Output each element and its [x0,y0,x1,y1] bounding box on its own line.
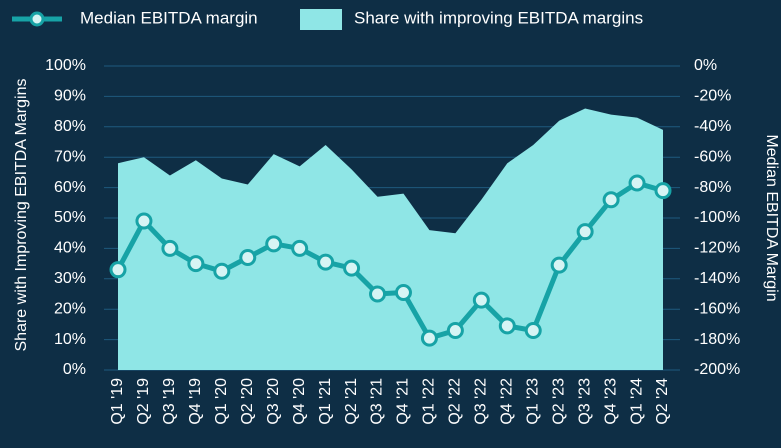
y2-tick-label: 0% [694,57,717,74]
x-tick-label: Q4 '22 [499,378,516,425]
legend-area-icon [300,9,342,30]
x-tick-label: Q2 '19 [135,378,152,425]
line-point [394,283,412,301]
x-tick-label: Q3 '19 [161,378,178,425]
y-tick-label: 80% [54,118,86,135]
y2-tick-label: -200% [694,361,740,378]
area [118,108,663,370]
line [115,180,664,341]
y2-tick-label: -20% [694,88,731,105]
line-point [420,329,438,347]
x-tick-label: Q2 '23 [550,378,567,425]
line-point [628,174,646,192]
x-tick-label: Q3 '21 [369,378,386,425]
line-point [213,262,231,280]
y-tick-label: 10% [54,331,86,348]
y2-tick-label: -180% [694,331,740,348]
y-tick-label: 60% [54,179,86,196]
y2-tick-label: -160% [694,300,740,317]
y-tick-label: 100% [45,57,86,74]
line-point [472,291,490,309]
x-tick-label: Q2 '21 [343,378,360,425]
x-tick-label: Q2 '22 [447,378,464,425]
y-tick-label: 40% [54,240,86,257]
line-point [576,223,594,241]
legend-label: Share with improving EBITDA margins [354,8,643,27]
x-tick-label: Q1 '20 [213,378,230,425]
line-point [654,182,672,200]
y-tick-label: 0% [63,361,86,378]
x-tick-label: Q2 '24 [654,378,671,425]
y2-tick-label: -120% [694,240,740,257]
line-point [161,239,179,257]
y-tick-label: 30% [54,270,86,287]
line-point [369,285,387,303]
x-tick-label: Q1 '19 [109,378,126,425]
x-tick-label: Q1 '22 [421,378,438,425]
line-point [446,321,464,339]
line-point [550,256,568,274]
y2-tick-label: -60% [694,148,731,165]
x-tick-label: Q3 '20 [265,378,282,425]
line-point [265,235,283,253]
x-tick-label: Q4 '19 [187,378,204,425]
y-tick-label: 20% [54,300,86,317]
legend-label: Median EBITDA margin [80,8,258,27]
line-point [291,239,309,257]
y-tick-label: 90% [54,88,86,105]
y2-tick-label: -80% [694,179,731,196]
y-tick-label: 50% [54,209,86,226]
line-point [317,253,335,271]
line-point [524,321,542,339]
line-point [109,261,127,279]
x-tick-label: Q1 '23 [524,378,541,425]
line-point [498,317,516,335]
y2-tick-label: -40% [694,118,731,135]
line-point [602,191,620,209]
y-tick-label: 70% [54,148,86,165]
line-point [239,249,257,267]
x-tick-label: Q3 '23 [576,378,593,425]
y2-tick-label: -140% [694,270,740,287]
x-tick-label: Q3 '22 [473,378,490,425]
x-tick-label: Q2 '20 [239,378,256,425]
legend-line-marker [29,11,45,27]
y2-axis-title: Median EBITDA Margin [763,134,780,301]
x-tick-label: Q4 '21 [395,378,412,425]
line-point [343,259,361,277]
x-tick-label: Q1 '21 [317,378,334,425]
y-axis-title: Share with Improving EBITDA Margins [13,79,30,352]
x-tick-label: Q4 '20 [291,378,308,425]
line-point [187,255,205,273]
line-point [135,212,153,230]
x-tick-label: Q4 '23 [602,378,619,425]
x-tick-label: Q1 '24 [628,378,645,425]
y2-tick-label: -100% [694,209,740,226]
